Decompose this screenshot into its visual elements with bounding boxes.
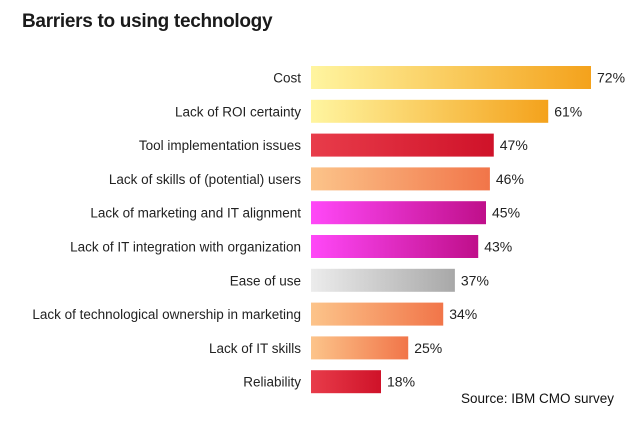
category-label: Tool implementation issues bbox=[139, 138, 301, 153]
category-label: Reliability bbox=[243, 375, 301, 390]
category-label: Lack of skills of (potential) users bbox=[109, 172, 301, 187]
value-label: 37% bbox=[461, 272, 489, 288]
bar bbox=[311, 370, 381, 394]
bar bbox=[311, 336, 409, 360]
bar bbox=[311, 167, 490, 191]
category-label: Lack of IT skills bbox=[209, 341, 301, 356]
value-label: 72% bbox=[597, 70, 625, 86]
category-label: Ease of use bbox=[230, 273, 301, 288]
value-label: 18% bbox=[387, 374, 415, 390]
bar bbox=[311, 268, 455, 292]
category-label: Lack of IT integration with organization bbox=[70, 240, 301, 255]
value-label: 45% bbox=[492, 205, 520, 221]
value-label: 61% bbox=[554, 103, 582, 119]
category-label: Cost bbox=[273, 71, 301, 86]
value-label: 43% bbox=[484, 239, 512, 255]
bar bbox=[311, 66, 591, 89]
category-label: Lack of marketing and IT alignment bbox=[90, 206, 301, 221]
category-label: Lack of technological ownership in marke… bbox=[32, 307, 301, 322]
value-label: 47% bbox=[500, 137, 528, 153]
bar bbox=[311, 235, 479, 258]
bar bbox=[311, 133, 494, 157]
chart-title: Barriers to using technology bbox=[22, 11, 273, 32]
value-label: 25% bbox=[414, 340, 442, 356]
category-label: Lack of ROI certainty bbox=[175, 104, 301, 119]
value-label: 46% bbox=[496, 171, 524, 187]
bar bbox=[311, 302, 444, 326]
bar bbox=[311, 99, 549, 123]
bar bbox=[311, 201, 486, 225]
value-label: 34% bbox=[449, 306, 477, 322]
source-note: Source: IBM CMO survey bbox=[461, 391, 615, 406]
